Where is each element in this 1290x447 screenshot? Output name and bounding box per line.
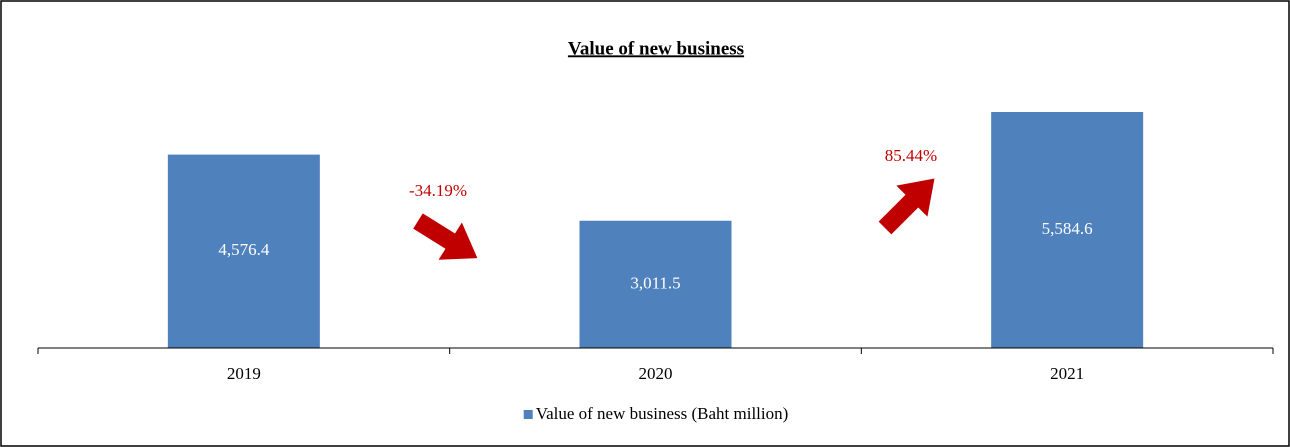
x-tick-label: 2021 xyxy=(1050,364,1084,383)
value-label: 5,584.6 xyxy=(1042,219,1093,238)
legend-label: Value of new business (Baht million) xyxy=(536,404,789,423)
legend-swatch xyxy=(523,410,533,419)
annotation: -34.19% xyxy=(409,181,467,200)
value-label: 4,576.4 xyxy=(218,240,270,259)
bar xyxy=(167,154,320,348)
bar xyxy=(579,220,732,348)
bar xyxy=(991,112,1144,348)
annotation: 85.44% xyxy=(885,146,937,165)
x-tick-label: 2020 xyxy=(639,364,673,383)
arrow-up xyxy=(878,178,935,235)
x-tick-label: 2019 xyxy=(227,364,261,383)
arrow-down xyxy=(413,213,478,260)
value-label: 3,011.5 xyxy=(630,273,680,292)
chart-title: Value of new business xyxy=(568,38,744,59)
